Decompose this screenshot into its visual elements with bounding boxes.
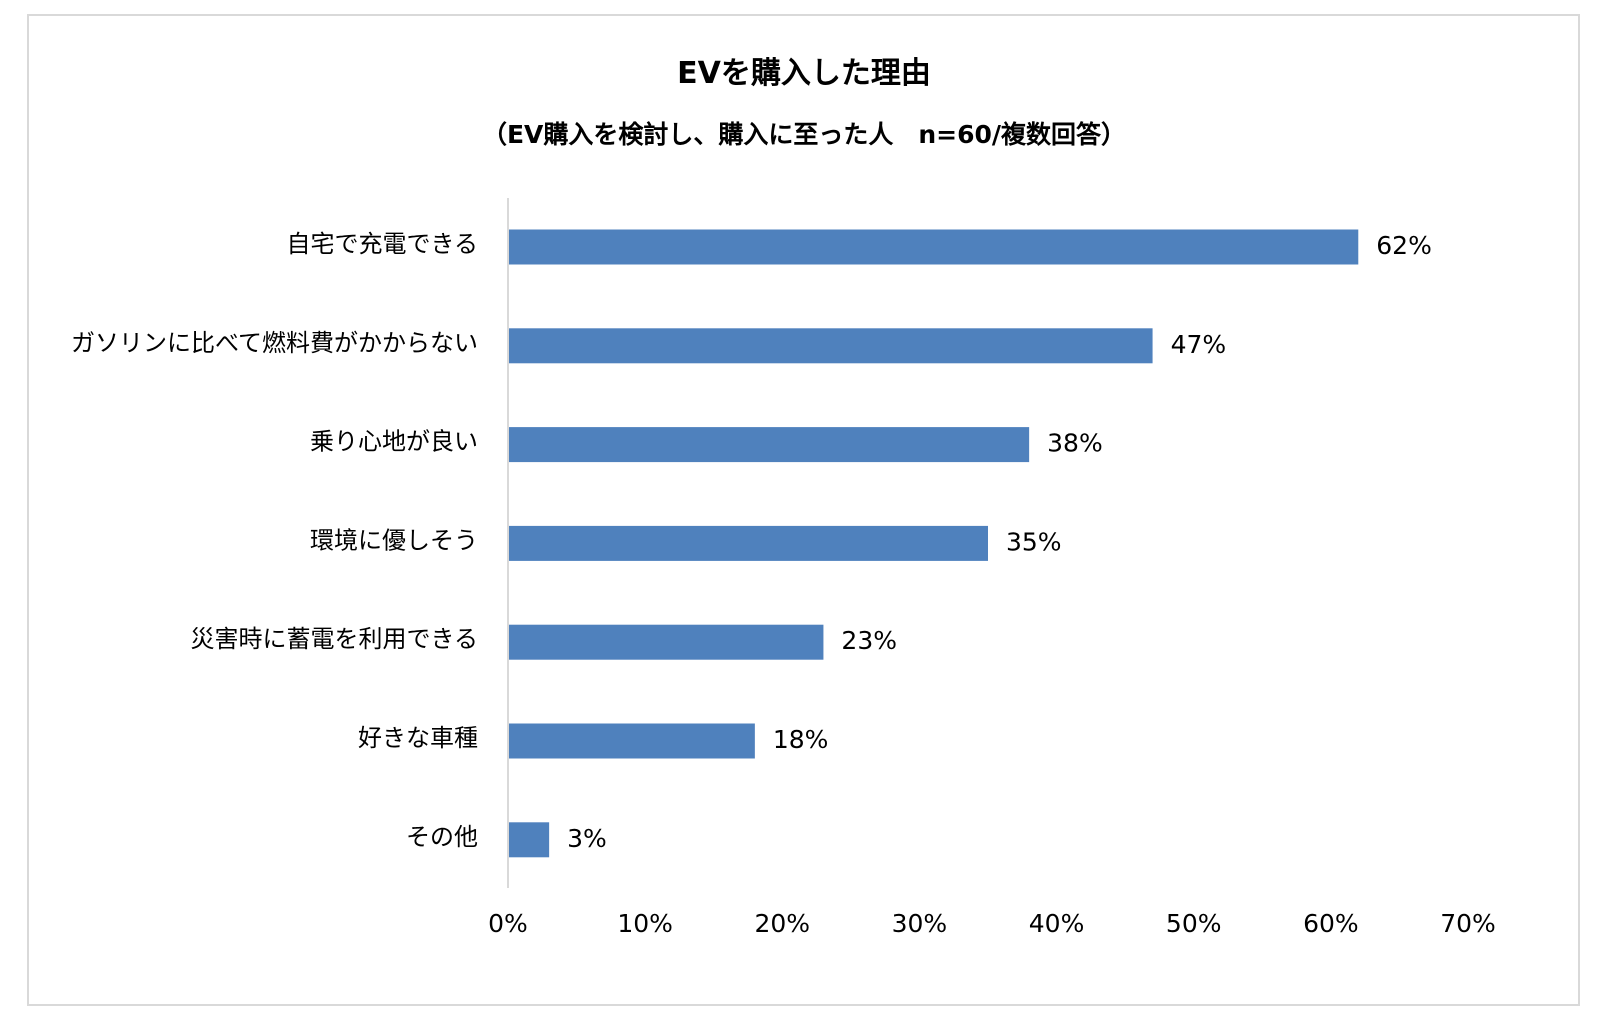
bar-5 [508, 624, 824, 660]
value-label-4: 35% [1006, 527, 1062, 556]
value-label-1: 62% [1376, 231, 1432, 260]
x-tick-label-4: 30% [892, 909, 948, 938]
x-tick-label-5: 40% [1029, 909, 1085, 938]
category-label-1: 自宅で充電できる [286, 230, 478, 258]
x-tick-label-2: 10% [617, 909, 673, 938]
chart-title: EVを購入した理由 [677, 56, 931, 91]
category-label-5: 災害時に蓄電を利用できる [190, 625, 478, 653]
x-tick-label-7: 60% [1303, 909, 1359, 938]
bar-4 [508, 525, 988, 561]
chart-frame [27, 14, 1580, 1006]
value-label-6: 18% [773, 725, 829, 754]
category-label-3: 乗り心地が良い [310, 428, 478, 456]
bar-2 [508, 328, 1153, 364]
x-tick-label-6: 50% [1166, 909, 1222, 938]
x-tick-label-8: 70% [1440, 909, 1496, 938]
bars-group [508, 229, 1359, 858]
bar-3 [508, 427, 1030, 463]
value-label-2: 47% [1171, 330, 1227, 359]
x-tick-label-1: 0% [488, 909, 528, 938]
bar-6 [508, 723, 755, 759]
value-label-3: 38% [1047, 429, 1103, 458]
bar-1 [508, 229, 1359, 265]
category-label-6: 好きな車種 [358, 724, 478, 752]
bar-7 [508, 822, 550, 858]
value-label-7: 3% [567, 824, 607, 853]
labels-group: 自宅で充電できる 62% ガソリンに比べて燃料費がかからない 47% 乗り心地が良い 38… [71, 230, 1496, 938]
value-label-5: 23% [841, 626, 897, 655]
chart-subtitle: （EV購入を検討し、購入に至った人 n=60/複数回答） [481, 120, 1127, 149]
category-label-2: ガソリンに比べて燃料費がかからない [71, 329, 478, 357]
x-tick-label-3: 20% [754, 909, 810, 938]
category-label-7: その他 [406, 823, 478, 851]
category-label-4: 環境に優しそう [310, 526, 478, 554]
